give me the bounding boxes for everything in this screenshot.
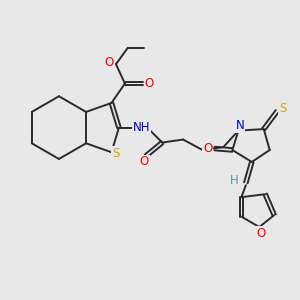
Text: O: O xyxy=(105,56,114,69)
Text: N: N xyxy=(236,119,244,132)
Text: O: O xyxy=(256,227,266,240)
Text: NH: NH xyxy=(133,121,150,134)
Text: O: O xyxy=(140,155,149,168)
Text: O: O xyxy=(203,142,212,155)
Text: S: S xyxy=(279,102,286,115)
Text: H: H xyxy=(230,174,239,187)
Text: S: S xyxy=(112,147,120,160)
Text: O: O xyxy=(145,77,154,90)
